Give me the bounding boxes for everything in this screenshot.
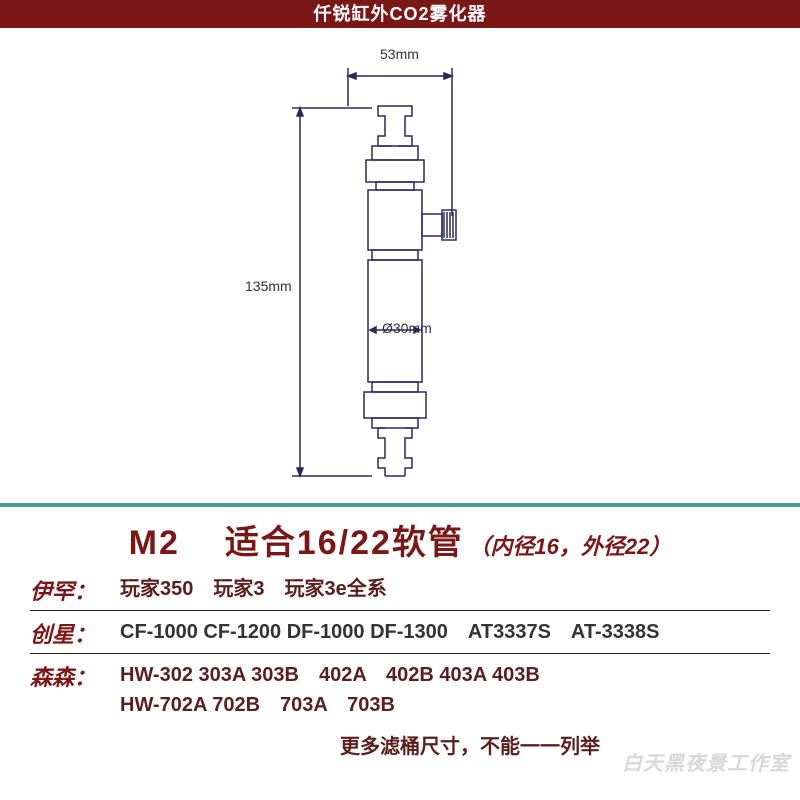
product-dim-note: （内径16，外径22）	[468, 534, 671, 559]
product-fit: 适合16/22软管	[225, 524, 464, 562]
header-bar: 仟锐缸外CO2雾化器	[0, 0, 800, 28]
brand-label: 创星：	[30, 617, 110, 649]
header-title: 仟锐缸外CO2雾化器	[313, 4, 486, 24]
models-list: 玩家350 玩家3 玩家3e全系	[110, 574, 387, 604]
compat-row: 创星： CF-1000 CF-1200 DF-1000 DF-1300 AT33…	[30, 611, 770, 654]
models-list: CF-1000 CF-1200 DF-1000 DF-1300 AT3337S …	[110, 617, 660, 647]
compatibility-section: 伊罕： 玩家350 玩家3 玩家3e全系 创星： CF-1000 CF-1200…	[0, 568, 800, 724]
product-model: M2	[129, 524, 180, 562]
brand-label: 伊罕：	[30, 574, 110, 606]
watermark: 白天黑夜景工作室	[622, 747, 790, 776]
models-list: HW-302 303A 303B 402A 402B 403A 403B HW-…	[110, 660, 540, 720]
brand-label: 森森：	[30, 660, 110, 692]
compat-row: 伊罕： 玩家350 玩家3 玩家3e全系	[30, 568, 770, 611]
compat-row: 森森： HW-302 303A 303B 402A 402B 403A 403B…	[30, 654, 770, 724]
device-outline-svg	[200, 38, 580, 498]
product-title-row: M2 适合16/22软管 （内径16，外径22）	[0, 507, 800, 568]
models-line1: HW-302 303A 303B 402A 402B 403A 403B	[120, 664, 540, 686]
models-line2: HW-702A 702B 703A 703B	[120, 694, 395, 716]
technical-diagram: 53mm 135mm Ø30mm	[0, 28, 800, 503]
